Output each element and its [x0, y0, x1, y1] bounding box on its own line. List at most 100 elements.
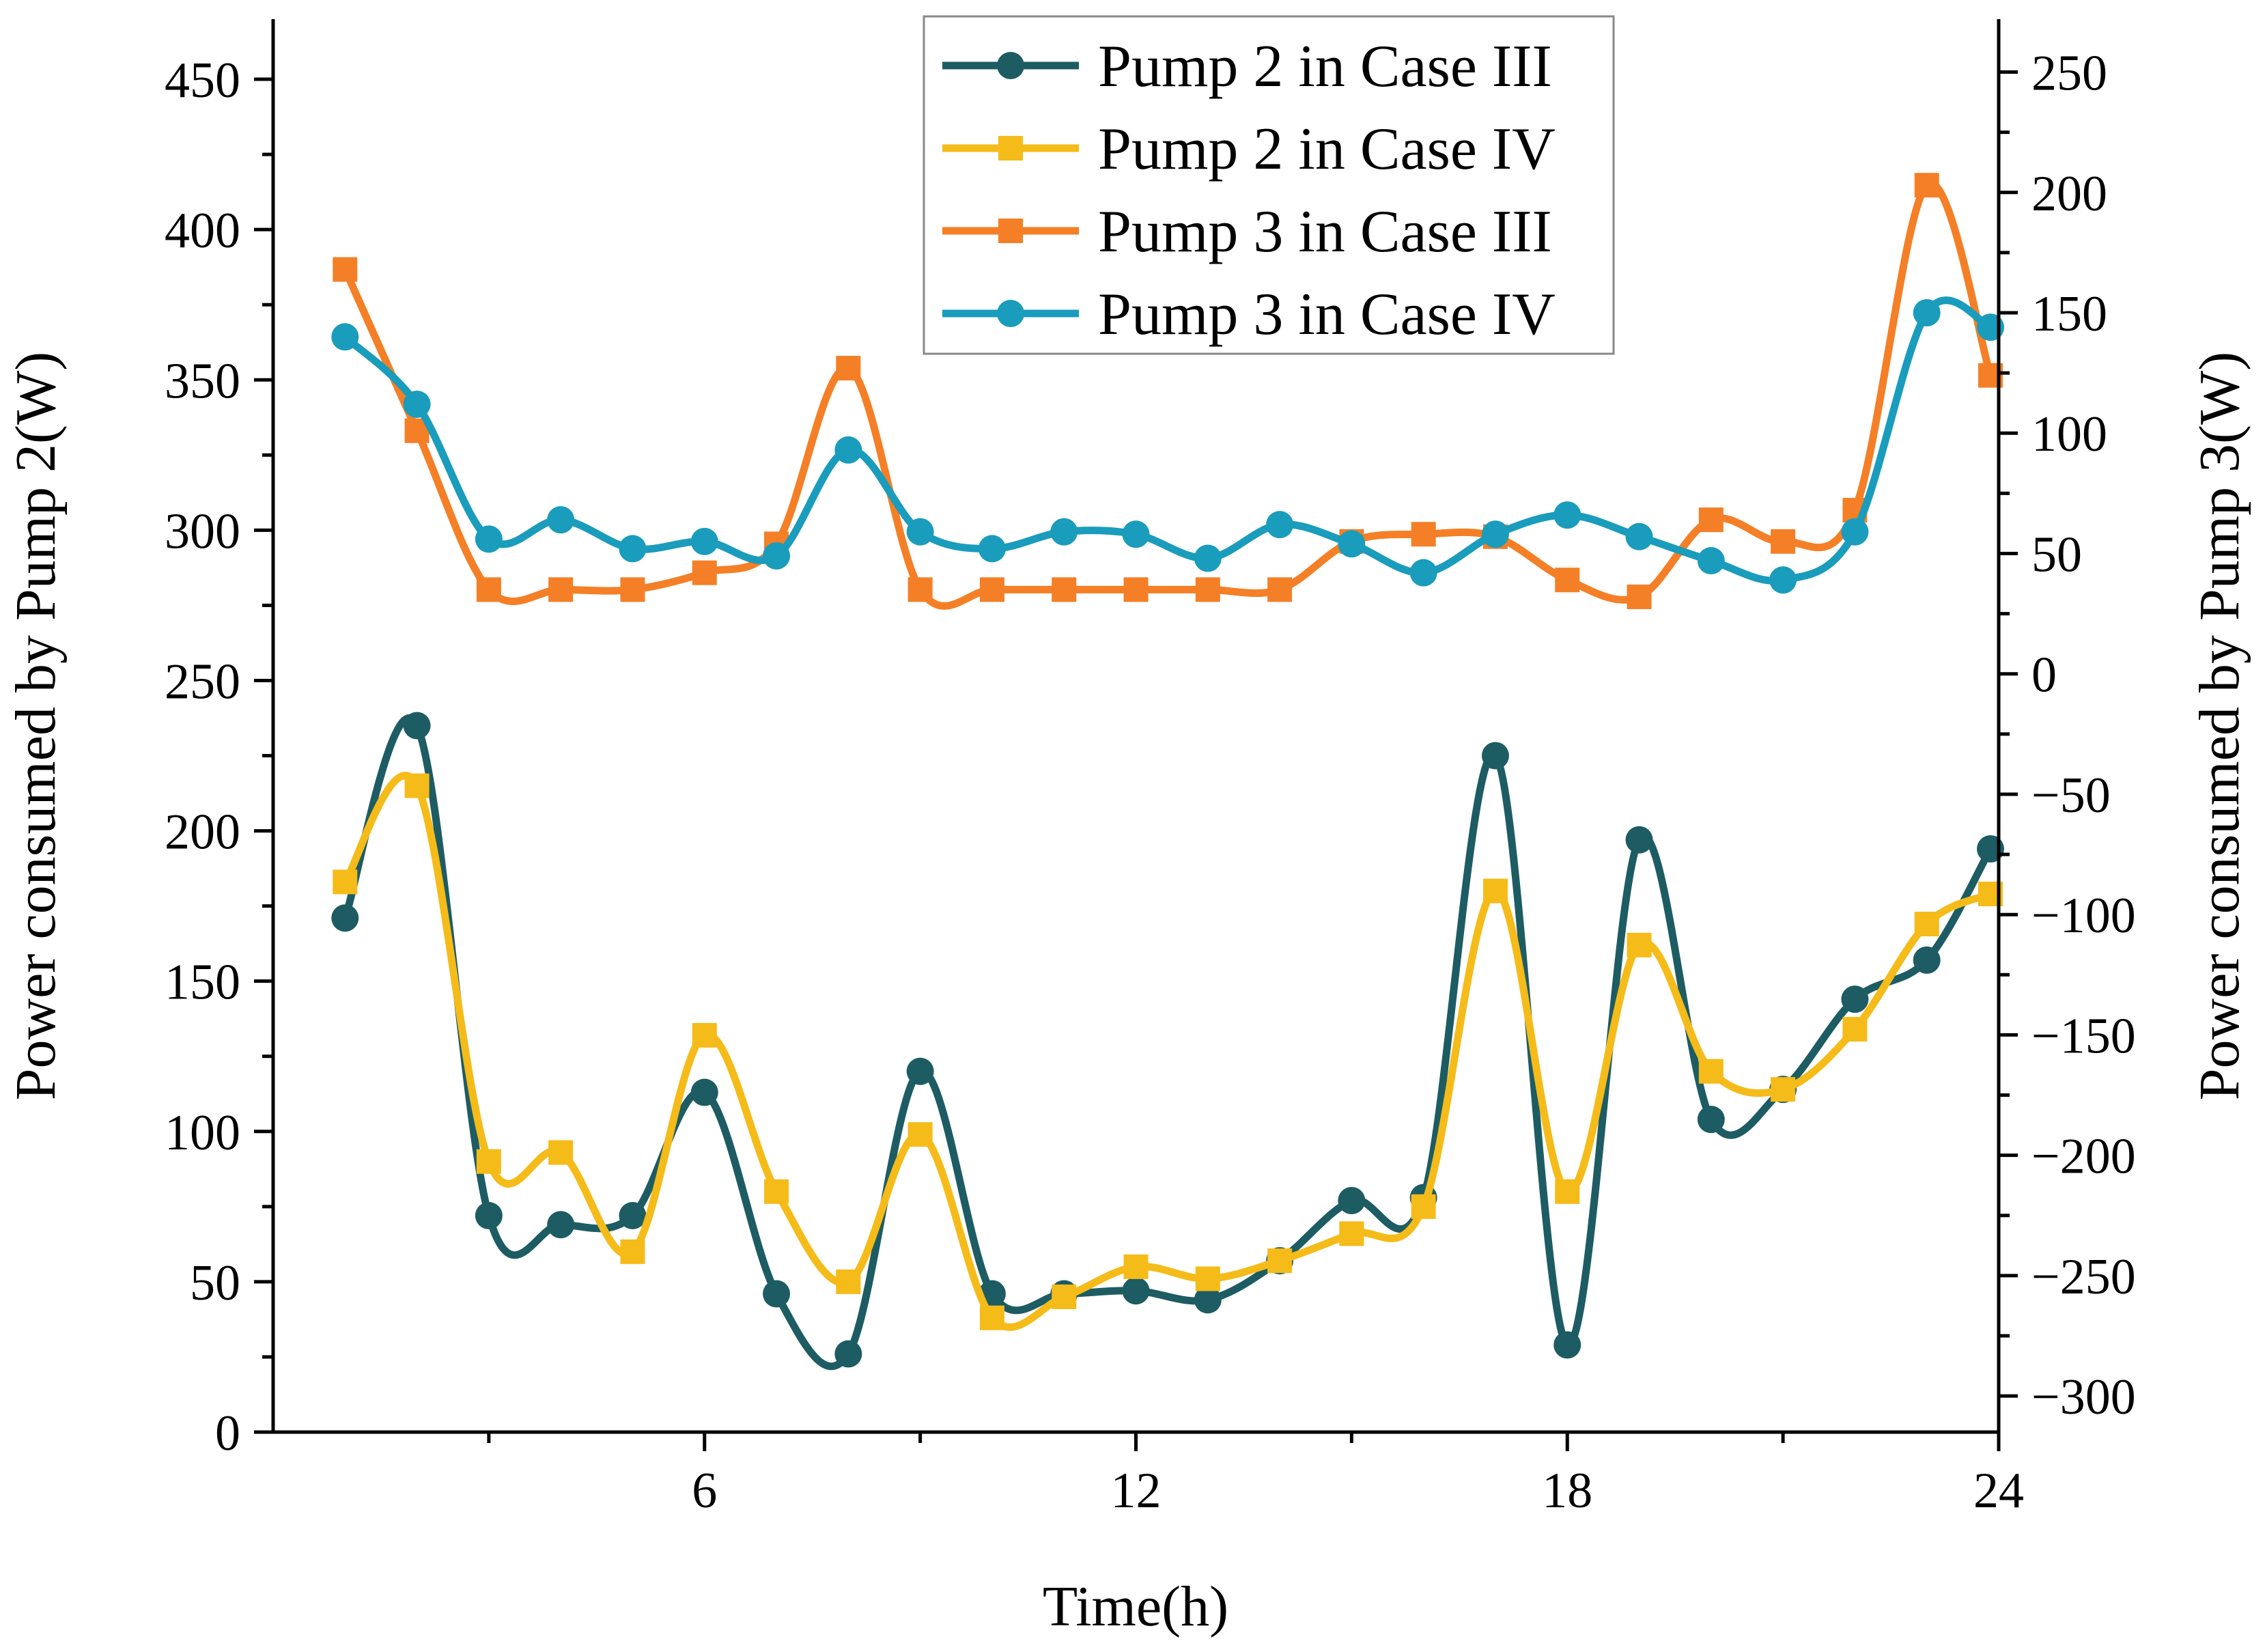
data-point [547, 506, 575, 534]
data-point [475, 1202, 503, 1230]
series-4 [331, 296, 2004, 594]
data-point [548, 1140, 574, 1165]
data-point [1913, 946, 1941, 974]
data-point [1267, 577, 1293, 602]
data-point [403, 390, 431, 418]
data-point [1266, 511, 1294, 539]
data-point [690, 527, 718, 555]
right-y-tick-label: −200 [2031, 1129, 2136, 1185]
x-tick-label: 12 [1111, 1463, 1162, 1519]
legend-item: Pump 2 in Case IV [942, 116, 1556, 182]
data-point [404, 773, 430, 798]
right-y-tick-label: 150 [2031, 286, 2107, 342]
data-point [1698, 1059, 1724, 1084]
data-point [979, 577, 1004, 602]
data-point [979, 1305, 1004, 1330]
data-point [403, 712, 431, 740]
data-point [1555, 1179, 1580, 1204]
data-point [547, 1211, 575, 1239]
data-point [763, 1280, 791, 1308]
left-y-tick-label: 0 [215, 1405, 240, 1461]
right-y-tick-label: 100 [2031, 406, 2107, 462]
right-y-axis-title: Power consumed by Pump 3(W) [2188, 352, 2251, 1101]
data-point [1553, 501, 1581, 529]
data-point [1194, 1286, 1222, 1314]
data-point [1625, 826, 1653, 854]
data-point [978, 535, 1006, 563]
series-3 [333, 173, 2003, 610]
data-point [1841, 518, 1869, 546]
legend-box [923, 15, 1615, 355]
data-point [1555, 568, 1580, 593]
data-point [620, 577, 645, 602]
data-point [1913, 299, 1941, 327]
data-point [548, 577, 574, 602]
data-point [834, 436, 862, 464]
x-tick-label: 6 [692, 1463, 717, 1519]
x-tick-label: 24 [1973, 1463, 2024, 1519]
right-y-tick-label: −150 [2031, 1008, 2136, 1064]
x-axis-title: Time(h) [1043, 1575, 1228, 1638]
legend-label: Pump 3 in Case IV [1098, 281, 1556, 348]
data-point [1553, 1331, 1581, 1359]
series-layer [331, 173, 2004, 1370]
left-y-tick-label: 350 [165, 353, 240, 409]
right-y-tick-label: 0 [2031, 647, 2057, 703]
data-point [836, 1269, 861, 1294]
legend-swatch-marker [998, 136, 1023, 160]
data-point [1267, 1248, 1293, 1274]
data-point [906, 1057, 934, 1085]
data-point [1409, 559, 1437, 587]
data-point [1627, 932, 1652, 957]
left-y-tick-label: 100 [165, 1105, 240, 1161]
data-point [331, 323, 359, 351]
data-point [1769, 566, 1797, 594]
right-y-tick-label: −300 [2031, 1369, 2136, 1425]
legend: Pump 2 in Case III Pump 2 in Case IV Pump … [923, 15, 1615, 355]
data-point [692, 560, 717, 585]
left-y-tick-label: 400 [165, 203, 240, 259]
data-point [1481, 742, 1509, 770]
series-line [341, 296, 1995, 585]
data-point [1123, 1254, 1149, 1279]
data-point [475, 525, 503, 553]
left-y-tick-label: 300 [165, 503, 240, 559]
right-y-tick-label: 250 [2031, 46, 2107, 102]
data-point [834, 1340, 862, 1368]
data-point [1481, 520, 1509, 548]
left-y-tick-label: 250 [165, 654, 240, 710]
left-y-axis-title: Power consumed by Pump 2(W) [4, 352, 68, 1101]
data-point [619, 535, 647, 563]
data-point [1697, 1106, 1725, 1134]
legend-label: Pump 2 in Case IV [1098, 116, 1556, 182]
data-point [1697, 547, 1725, 575]
right-y-tick-label: −50 [2031, 768, 2111, 824]
data-point [1052, 577, 1077, 602]
data-point [1122, 1277, 1150, 1305]
legend-swatch-marker [997, 300, 1024, 327]
data-point [1842, 1017, 1868, 1042]
data-point [1771, 1077, 1796, 1102]
data-point [1052, 1284, 1077, 1309]
data-point [1195, 577, 1220, 602]
data-point [476, 1149, 501, 1174]
data-point [620, 1239, 645, 1264]
data-point [1771, 529, 1796, 554]
right-y-tick-label: 50 [2031, 527, 2082, 583]
data-point [476, 577, 501, 602]
left-y-tick-label: 450 [165, 53, 240, 109]
legend-item: Pump 2 in Case III [942, 33, 1552, 100]
data-point [1122, 520, 1150, 548]
data-point [333, 257, 358, 282]
data-point [1627, 584, 1652, 609]
data-point [1338, 1187, 1366, 1215]
data-point [1050, 518, 1078, 546]
legend-item: Pump 3 in Case IV [942, 281, 1556, 348]
data-point [908, 1122, 933, 1147]
data-point [1841, 985, 1869, 1013]
legend-item: Pump 3 in Case III [942, 199, 1552, 265]
data-point [333, 869, 358, 895]
right-y-tick-label: −100 [2031, 888, 2136, 944]
data-point [906, 518, 934, 546]
